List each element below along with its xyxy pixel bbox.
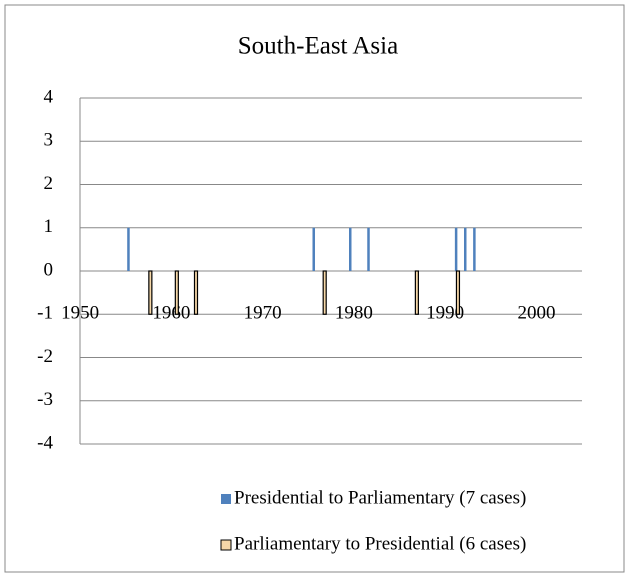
x-tick-label: 1990 (426, 303, 464, 324)
legend-label: Presidential to Parliamentary (7 cases) (234, 487, 526, 508)
bar (473, 227, 476, 271)
bar (455, 270, 461, 315)
bar (464, 227, 467, 271)
legend-label: Parliamentary to Presidential (6 cases) (234, 533, 526, 554)
y-tick-label: 2 (44, 173, 54, 194)
y-tick-label: 3 (44, 130, 54, 151)
legend-swatch (220, 539, 232, 551)
y-tick-label: -2 (37, 346, 53, 367)
y-tick-label: 4 (44, 86, 54, 107)
bar (348, 227, 352, 271)
bar (454, 227, 458, 271)
bar (148, 270, 153, 315)
bar (367, 227, 370, 271)
bar (322, 270, 327, 315)
x-tick-label: 2000 (517, 303, 555, 324)
x-tick-label: 1980 (335, 303, 373, 324)
x-tick-label: 1970 (244, 303, 282, 324)
x-tick-label: 1960 (152, 303, 190, 324)
bar (174, 270, 179, 315)
x-tick-label: 1950 (61, 303, 99, 324)
y-tick-label: -4 (37, 432, 53, 453)
y-tick-label: 1 (44, 216, 54, 237)
bar (312, 227, 315, 271)
chart-title: South-East Asia (238, 33, 398, 60)
y-tick-label: -3 (37, 389, 53, 410)
bar (193, 270, 199, 315)
y-tick-label: -1 (37, 303, 53, 324)
y-tick-label: 0 (44, 259, 54, 280)
bar (127, 227, 130, 271)
chart-border (4, 4, 625, 573)
bar (414, 270, 419, 315)
legend-swatch (221, 494, 231, 504)
